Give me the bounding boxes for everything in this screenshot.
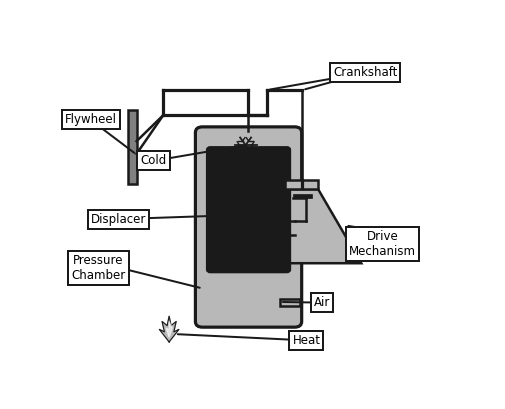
Text: Heat: Heat [292, 334, 320, 347]
Text: Displacer: Displacer [90, 213, 145, 226]
Bar [292, 194, 312, 198]
Text: Flywheel: Flywheel [65, 113, 117, 126]
FancyBboxPatch shape [207, 147, 289, 272]
Bar [280, 299, 299, 306]
Text: Pressure
Chamber: Pressure Chamber [71, 254, 125, 282]
Polygon shape [166, 321, 172, 337]
Text: Drive
Mechanism: Drive Mechanism [348, 230, 416, 258]
Bar [128, 110, 136, 184]
Text: Air: Air [313, 296, 330, 309]
Polygon shape [286, 189, 361, 263]
Bar [284, 180, 318, 189]
Text: Crankshaft: Crankshaft [332, 66, 396, 79]
Text: Cold: Cold [140, 154, 166, 167]
FancyBboxPatch shape [195, 127, 301, 327]
Polygon shape [159, 316, 179, 342]
